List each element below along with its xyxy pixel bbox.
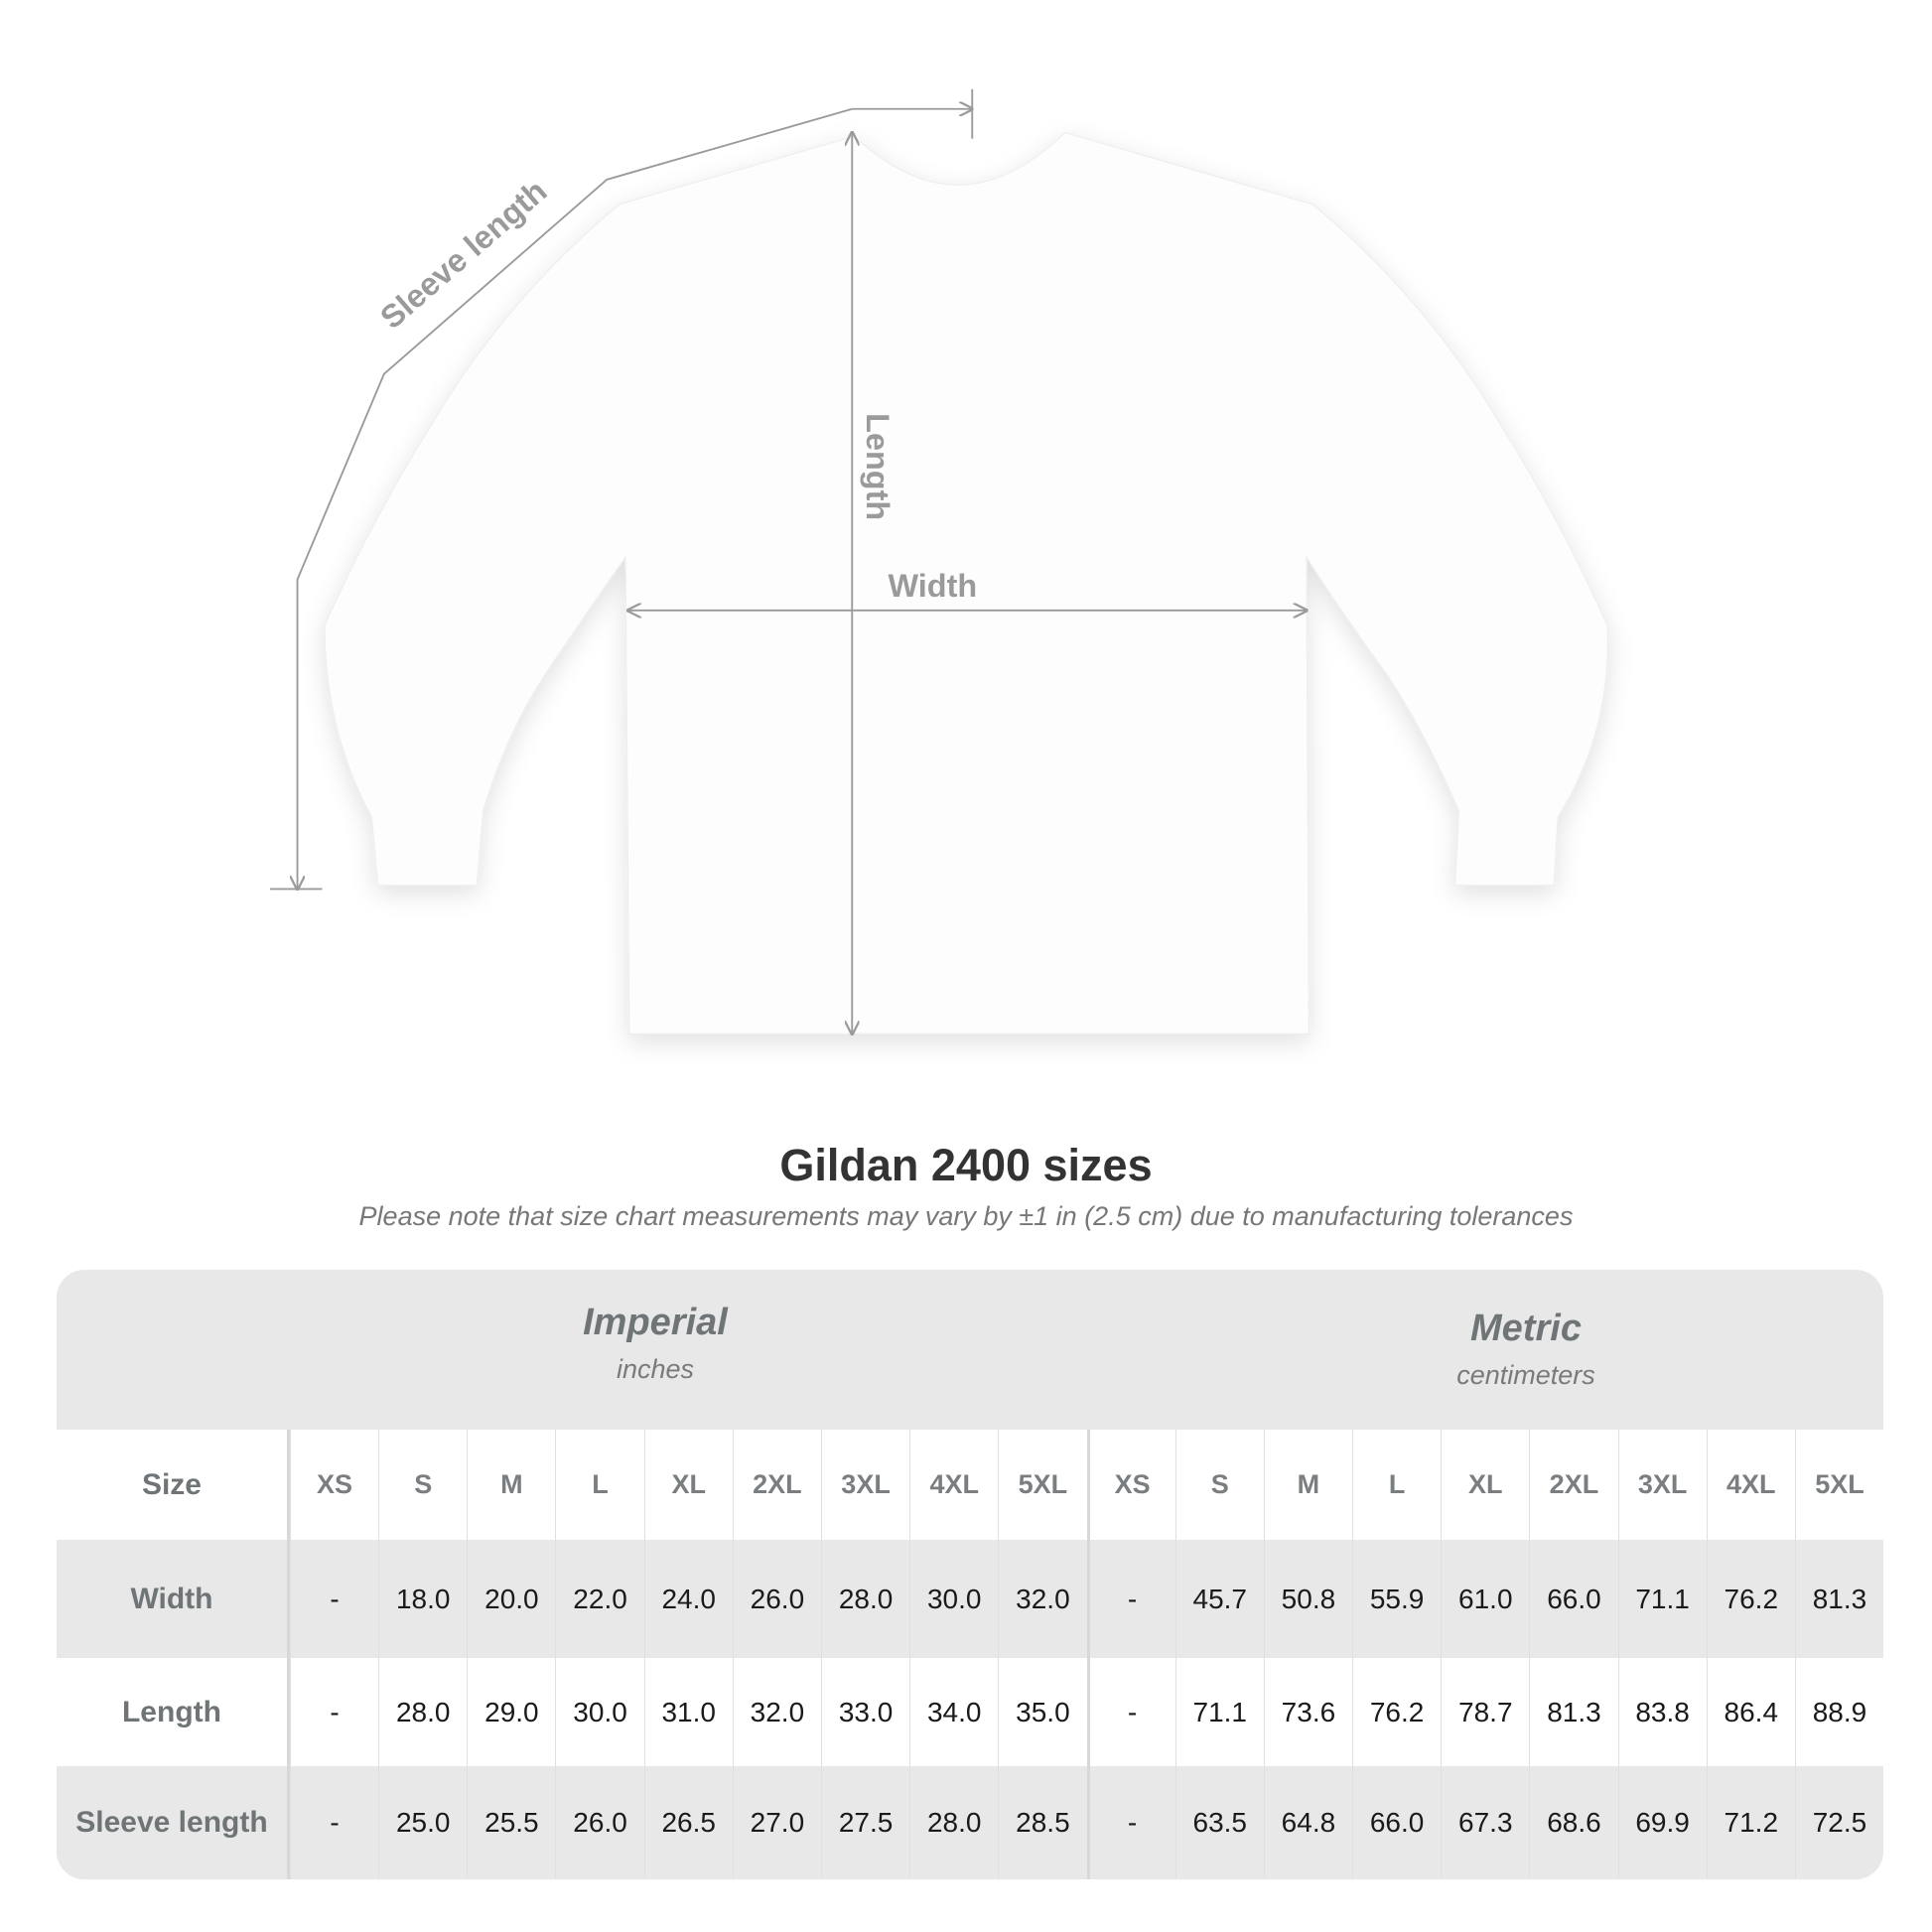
table-cell: 18.0 [378, 1540, 467, 1658]
table-cell: 45.7 [1174, 1540, 1264, 1658]
size-header-cell: M [467, 1430, 555, 1540]
table-cell: 28.0 [378, 1658, 467, 1766]
length-label: Length [860, 413, 896, 520]
table-cell: 26.0 [555, 1766, 643, 1879]
table-cell: 34.0 [909, 1658, 998, 1766]
sleeve-length-line [298, 107, 853, 890]
table-cell: 20.0 [467, 1540, 555, 1658]
size-header-cell: 2XL [732, 1430, 821, 1540]
size-header-cell: 5XL [998, 1430, 1086, 1540]
table-cell: 28.0 [909, 1766, 998, 1879]
imperial-unit: inches [616, 1354, 695, 1384]
page-title: Gildan 2400 sizes [779, 1140, 1153, 1190]
table-cell: 88.9 [1794, 1658, 1883, 1766]
table-cell: 55.9 [1352, 1540, 1441, 1658]
table-cell: - [1086, 1658, 1175, 1766]
imperial-title: Imperial [583, 1302, 728, 1343]
table-cell: 66.0 [1352, 1766, 1441, 1879]
row-label: Width [57, 1540, 290, 1658]
table-cell: 78.7 [1441, 1658, 1529, 1766]
table-cell: - [289, 1766, 378, 1879]
table-cell: 64.8 [1263, 1766, 1352, 1879]
table-cell: 63.5 [1174, 1766, 1264, 1879]
size-header-cell: XL [1441, 1430, 1529, 1540]
table-cell: 26.0 [732, 1540, 821, 1658]
table-cell: 35.0 [998, 1658, 1086, 1766]
table-cell: 25.5 [467, 1766, 555, 1879]
table-cell: 29.0 [467, 1658, 555, 1766]
table-cell: 32.0 [732, 1658, 821, 1766]
table-row: Length -28.0 29.0 30.0 31.0 32.0 33.0 34.0 35.0-… [57, 1658, 1883, 1766]
table-cell: - [289, 1540, 378, 1658]
table-cell: 50.8 [1263, 1540, 1352, 1658]
table-cell: 25.0 [378, 1766, 467, 1879]
size-header-cell: XL [643, 1430, 733, 1540]
table-cell: 71.1 [1617, 1540, 1707, 1658]
table-cell: 71.1 [1174, 1658, 1264, 1766]
long-sleeve-shirt-illustration [324, 131, 1609, 1035]
table-cell: 27.0 [732, 1766, 821, 1879]
table-row: Width -18.0 20.0 22.0 24.0 26.0 28.0 30.0 32.0-4… [57, 1540, 1883, 1658]
tolerance-note: Please note that size chart measurements… [358, 1201, 1574, 1231]
table-cell: 66.0 [1529, 1540, 1617, 1658]
size-header-cell: 4XL [909, 1430, 998, 1540]
table-cell: 72.5 [1794, 1766, 1883, 1879]
table-cell: 22.0 [555, 1540, 643, 1658]
table-cell: 67.3 [1441, 1766, 1529, 1879]
table-cell: - [1086, 1540, 1175, 1658]
table-cell: 28.5 [998, 1766, 1086, 1879]
size-header-cell: S [378, 1430, 467, 1540]
table-cell: 81.3 [1529, 1658, 1617, 1766]
metric-header: Metric centimeters [1178, 1308, 1873, 1391]
size-header-cell: XS [289, 1430, 378, 1540]
table-cell: 26.5 [643, 1766, 733, 1879]
table-cell: 76.2 [1706, 1540, 1795, 1658]
row-label: Length [57, 1658, 290, 1766]
size-header-cell: S [1174, 1430, 1264, 1540]
table-cell: 27.5 [820, 1766, 909, 1879]
metric-title: Metric [1470, 1308, 1582, 1349]
table-cell: - [1086, 1766, 1175, 1879]
table-cell: 81.3 [1794, 1540, 1883, 1658]
table-cell: 69.9 [1617, 1766, 1707, 1879]
table-cell: 68.6 [1529, 1766, 1617, 1879]
size-table: Imperial inches Metric centimeters Size X… [57, 1270, 1883, 1879]
row-label: Sleeve length [57, 1766, 290, 1879]
table-cell: 76.2 [1352, 1658, 1441, 1766]
table-cell: 32.0 [998, 1540, 1086, 1658]
size-header-cell: XS [1086, 1430, 1175, 1540]
size-header-cell: 3XL [1617, 1430, 1707, 1540]
shirt-diagram: Sleeve length Length Width [270, 88, 1609, 1092]
table-cell: 30.0 [555, 1658, 643, 1766]
metric-unit: centimeters [1456, 1360, 1595, 1390]
imperial-header: Imperial inches [308, 1302, 1003, 1385]
row-label: Size [57, 1430, 290, 1540]
table-cell: 33.0 [820, 1658, 909, 1766]
table-cell: - [289, 1658, 378, 1766]
width-label: Width [888, 568, 977, 604]
size-header-cell: L [1352, 1430, 1441, 1540]
table-cell: 71.2 [1706, 1766, 1795, 1879]
table-cell: 86.4 [1706, 1658, 1795, 1766]
table-cell: 31.0 [643, 1658, 733, 1766]
size-header-row: Size XS S M L XL 2XL 3XL 4XL 5XL XS S M L XL 2XL 3XL 4XL 5… [57, 1430, 1883, 1540]
size-header-cell: M [1263, 1430, 1352, 1540]
size-header-cell: L [555, 1430, 643, 1540]
table-row: Sleeve length -25.0 25.5 26.0 26.5 27.0 27.5 28… [57, 1766, 1883, 1879]
size-header-cell: 5XL [1794, 1430, 1883, 1540]
table-cell: 73.6 [1263, 1658, 1352, 1766]
table-cell: 61.0 [1441, 1540, 1529, 1658]
table-cell: 30.0 [909, 1540, 998, 1658]
table-cell: 24.0 [643, 1540, 733, 1658]
size-header-cell: 4XL [1706, 1430, 1795, 1540]
size-header-cell: 2XL [1529, 1430, 1617, 1540]
table-cell: 83.8 [1617, 1658, 1707, 1766]
size-header-cell: 3XL [820, 1430, 909, 1540]
table-cell: 28.0 [820, 1540, 909, 1658]
